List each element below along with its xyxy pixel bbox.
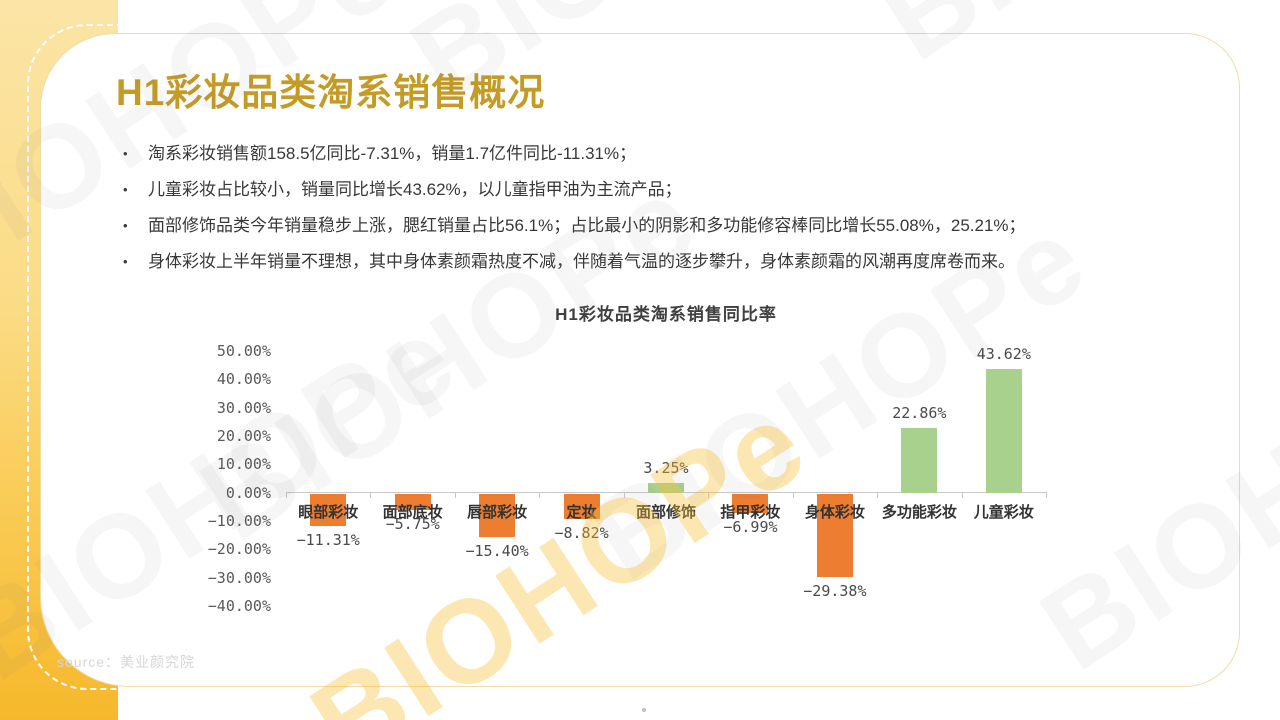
category-label: 定妆 bbox=[566, 504, 597, 521]
value-label: −8.82% bbox=[554, 523, 609, 542]
y-axis-tick-label: 50.00% bbox=[216, 342, 271, 360]
bullet-item: 淘系彩妆销售额158.5亿同比-7.31%，销量1.7亿件同比-11.31%； bbox=[118, 136, 1026, 172]
chart-title: H1彩妆品类淘系销售同比率 bbox=[555, 305, 777, 324]
category-label: 身体彩妆 bbox=[804, 504, 865, 521]
value-label: −5.75% bbox=[385, 514, 440, 533]
chart-bar bbox=[901, 427, 938, 493]
value-label: −15.40% bbox=[465, 542, 529, 561]
chart-column: 身体彩妆 −29.38% bbox=[793, 351, 877, 606]
x-axis-tick bbox=[623, 492, 625, 498]
y-axis-tick-label: 10.00% bbox=[216, 455, 271, 474]
chart-column: 定妆 −8.82% bbox=[539, 351, 623, 606]
chart-column: 指甲彩妆 −6.99% bbox=[708, 351, 792, 606]
x-axis-tick bbox=[877, 492, 879, 498]
content-card: H1彩妆品类淘系销售概况 淘系彩妆销售额158.5亿同比-7.31%，销量1.7… bbox=[40, 33, 1240, 687]
bar-chart: 眼部彩妆 −11.31% 面部底妆 −5.75% 唇部彩妆 −15.40% 定妆 −8.82%… bbox=[286, 345, 1047, 606]
value-label: 43.62% bbox=[976, 345, 1031, 364]
source-note: source：美业颜究院 bbox=[57, 654, 196, 670]
page-indicator-dot bbox=[642, 708, 646, 712]
y-axis-tick-label: 20.00% bbox=[216, 426, 271, 445]
y-axis-tick-label: 30.00% bbox=[216, 398, 271, 417]
category-label: 多功能彩妆 bbox=[881, 504, 957, 521]
value-label: −11.31% bbox=[296, 530, 360, 549]
y-axis-tick-label: 0.00% bbox=[225, 483, 271, 502]
value-label: 22.86% bbox=[892, 403, 947, 422]
chart-column: 面部修饰 3.25% bbox=[624, 351, 708, 606]
value-label: −29.38% bbox=[803, 581, 867, 600]
chart-bar bbox=[647, 483, 684, 493]
category-label: 指甲彩妆 bbox=[720, 504, 781, 521]
page-title: H1彩妆品类淘系销售概况 bbox=[116, 72, 546, 113]
chart-bar bbox=[816, 493, 853, 577]
chart-column: 多功能彩妆 22.86% bbox=[877, 351, 961, 606]
y-axis-tick-label: −40.00% bbox=[207, 596, 271, 615]
category-label: 面部底妆 bbox=[382, 504, 443, 521]
category-label: 眼部彩妆 bbox=[298, 504, 359, 521]
chart-bar bbox=[732, 493, 769, 514]
y-axis-tick-label: −10.00% bbox=[207, 511, 271, 530]
value-label: −6.99% bbox=[723, 518, 778, 537]
chart-column: 儿童彩妆 43.62% bbox=[962, 345, 1046, 606]
chart-bar bbox=[394, 493, 431, 510]
bullet-item: 儿童彩妆占比较小，销量同比增长43.62%，以儿童指甲油为主流产品； bbox=[118, 172, 1026, 208]
y-axis-tick-label: 40.00% bbox=[216, 370, 271, 389]
category-label: 儿童彩妆 bbox=[973, 504, 1034, 521]
chart-column: 眼部彩妆 −11.31% bbox=[286, 351, 370, 606]
x-axis-tick bbox=[286, 492, 287, 498]
y-axis-tick-label: −30.00% bbox=[207, 568, 271, 587]
chart-bar bbox=[479, 493, 516, 538]
x-axis-tick bbox=[454, 492, 456, 498]
chart-bar bbox=[310, 493, 347, 526]
bullet-item: 面部修饰品类今年销量稳步上涨，腮红销量占比56.1%；占比最小的阴影和多功能修容… bbox=[118, 208, 1026, 244]
chart-column: 唇部彩妆 −15.40% bbox=[455, 351, 539, 606]
value-label: 3.25% bbox=[643, 459, 689, 478]
category-label: 唇部彩妆 bbox=[467, 504, 528, 521]
x-axis-tick bbox=[370, 492, 372, 498]
x-axis-tick bbox=[539, 492, 541, 498]
chart-bar bbox=[563, 493, 600, 519]
x-axis-tick bbox=[792, 492, 794, 498]
x-axis-tick bbox=[1046, 492, 1047, 498]
x-axis-tick bbox=[708, 492, 710, 498]
category-label: 面部修饰 bbox=[635, 504, 696, 521]
bullet-item: 身体彩妆上半年销量不理想，其中身体素颜霜热度不减，伴随着气温的逐步攀升，身体素颜… bbox=[118, 244, 1026, 280]
chart-bar bbox=[985, 369, 1022, 493]
y-axis-tick-label: −20.00% bbox=[207, 540, 271, 559]
chart-column: 面部底妆 −5.75% bbox=[370, 351, 454, 606]
x-axis-tick bbox=[961, 492, 963, 498]
bullet-list: 淘系彩妆销售额158.5亿同比-7.31%，销量1.7亿件同比-11.31%；儿… bbox=[118, 136, 1026, 280]
